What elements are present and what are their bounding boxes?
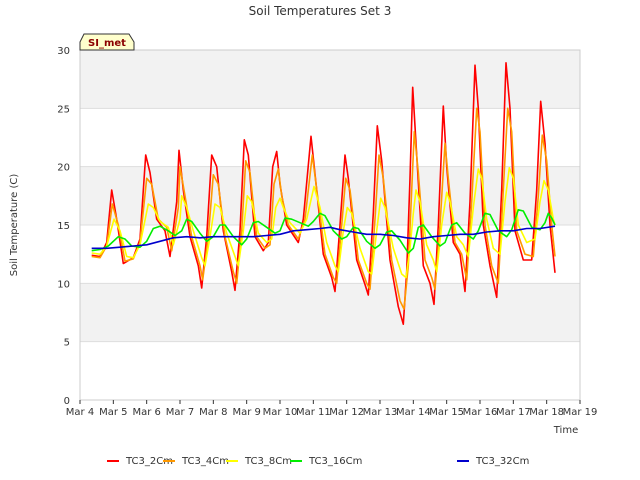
series-layer: [91, 62, 556, 325]
x-tick-label: Mar 13: [363, 407, 398, 418]
series-line-tc3_16cm: [91, 209, 556, 254]
y-tick-label: 30: [57, 46, 70, 57]
grid-band: [80, 50, 580, 109]
x-tick-label: Mar 19: [563, 407, 598, 418]
x-tick-label: Mar 6: [132, 407, 160, 418]
series-line-tc3_4cm: [91, 107, 556, 310]
site-badge: SI_met: [79, 33, 135, 51]
series-line-tc3_8cm: [91, 167, 556, 279]
y-tick-label: 5: [64, 338, 70, 349]
grid-band: [80, 341, 580, 400]
plot-frame: [79, 49, 581, 401]
legend-item-tc3_4cm: TC3_4Cm: [163, 456, 229, 467]
y-tick-label: 25: [57, 104, 70, 115]
x-tick-label: Mar 8: [199, 407, 227, 418]
chart-title: Soil Temperatures Set 3: [249, 4, 392, 18]
y-axis-label: Soil Temperature (C): [9, 174, 20, 277]
badge-shape: [79, 33, 135, 51]
badge-label: SI_met: [88, 38, 126, 49]
legend: TC3_2Cm TC3_4Cm TC3_8Cm TC3_16Cm TC3_32Cm: [107, 456, 529, 467]
legend-item-tc3_2cm: TC3_2Cm: [107, 456, 173, 467]
legend-label: TC3_4Cm: [181, 456, 229, 467]
legend-label: TC3_32Cm: [475, 456, 529, 467]
legend-item-tc3_8cm: TC3_8Cm: [226, 456, 292, 467]
legend-item-tc3_16cm: TC3_16Cm: [290, 456, 362, 467]
x-tick-label: Mar 14: [396, 407, 431, 418]
x-tick-label: Mar 15: [429, 407, 464, 418]
y-tick-label: 10: [57, 279, 70, 290]
legend-label: TC3_2Cm: [125, 456, 173, 467]
y-tick-label: 20: [57, 163, 70, 174]
x-tick-label: Mar 7: [166, 407, 194, 418]
y-tick-label: 0: [64, 396, 70, 407]
x-axis-ticks: Mar 4 Mar 5 Mar 6 Mar 7 Mar 8 Mar 9 Mar 10Mar …: [66, 400, 598, 418]
legend-item-tc3_32cm: TC3_32Cm: [457, 456, 529, 467]
series-line-tc3_32cm: [91, 225, 556, 250]
x-tick-label: Mar 9: [232, 407, 260, 418]
legend-label: TC3_8Cm: [244, 456, 292, 467]
x-axis-label: Time: [553, 425, 578, 436]
legend-label: TC3_16Cm: [308, 456, 362, 467]
x-tick-label: Mar 4: [66, 407, 94, 418]
x-tick-label: Mar 11: [296, 407, 331, 418]
grid-band: [80, 108, 580, 167]
x-tick-label: Mar 10: [263, 407, 298, 418]
y-axis-ticks: 0 5 10 15 20 25 30: [57, 46, 70, 407]
grid-band: [80, 166, 580, 225]
x-tick-label: Mar 16: [463, 407, 498, 418]
grid-band: [80, 283, 580, 342]
x-tick-label: Mar 12: [329, 407, 364, 418]
x-tick-label: Mar 17: [496, 407, 531, 418]
x-tick-label: Mar 18: [529, 407, 564, 418]
y-tick-label: 15: [57, 221, 70, 232]
x-tick-label: Mar 5: [99, 407, 127, 418]
